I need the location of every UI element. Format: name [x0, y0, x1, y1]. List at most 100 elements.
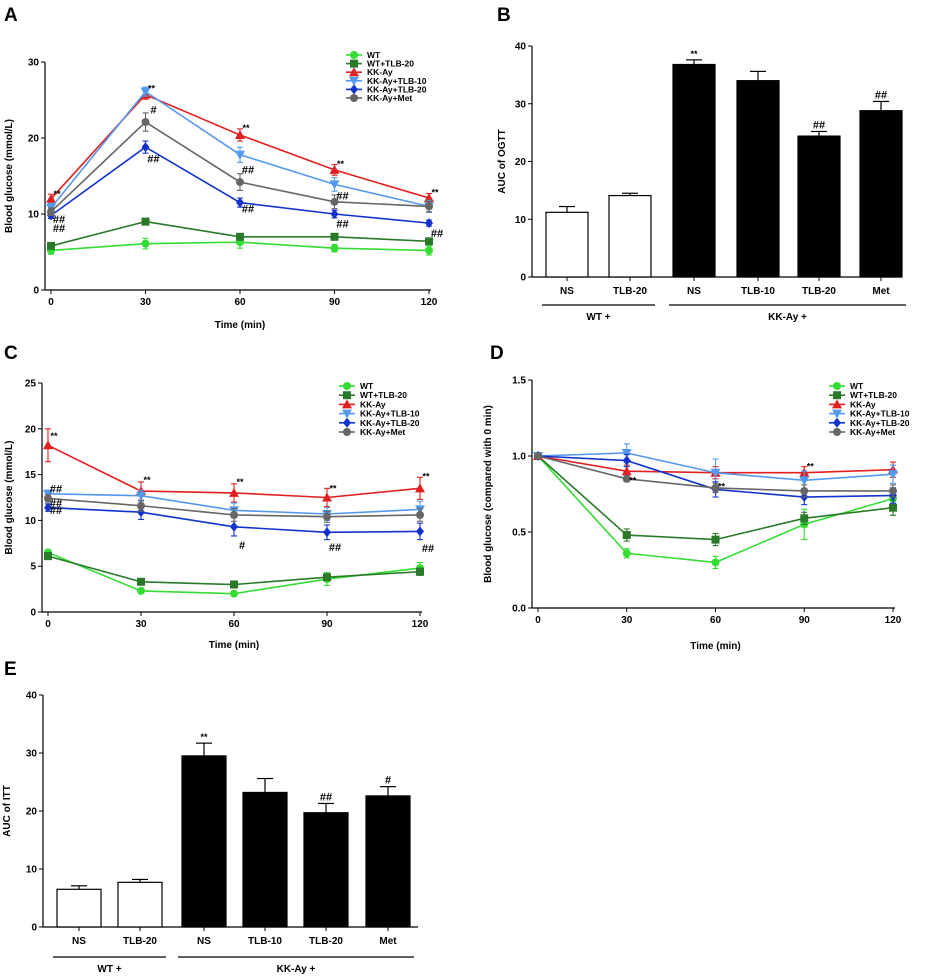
chart-a-y-tick-label: 20	[28, 134, 40, 145]
chart-a-significance-label: **	[242, 123, 250, 133]
chart-e-category-label: TLB-10	[248, 936, 282, 947]
chart-e-auc-itt: 0 10 20 30 40 AUC of ITT NS TLB-20 NS ** TLB-10 TLB…	[2, 691, 418, 975]
chart-c-series-wt	[44, 548, 424, 598]
chart-a-significance-label: ##	[53, 223, 65, 235]
chart-c-significance-label: **	[329, 483, 337, 493]
chart-e-group-label: KK-Ay +	[277, 964, 316, 975]
chart-a-point	[425, 246, 433, 255]
chart-c-legend-marker	[343, 428, 351, 436]
chart-d-point	[800, 486, 809, 495]
chart-a-x-tick-label: 0	[48, 297, 54, 308]
chart-d-y-tick-label: 0.5	[512, 528, 526, 539]
chart-c-x-tick-label: 0	[45, 619, 51, 630]
chart-c-legend: WTWT+TLB-20KK-AyKK-Ay+TLB-10KK-Ay+TLB-20…	[339, 381, 420, 437]
chart-e-y-tick-label: 10	[26, 865, 38, 876]
chart-a-point	[141, 118, 150, 127]
chart-e-group-label: WT +	[97, 964, 121, 975]
chart-a-significance-label: ##	[431, 228, 443, 240]
chart-a-point	[236, 178, 244, 187]
chart-c-legend-marker	[343, 382, 351, 390]
chart-a-x-tick-label: 30	[140, 297, 152, 308]
chart-b-bar-4	[736, 80, 780, 278]
chart-a-legend-label: KK-Ay+Met	[367, 93, 412, 103]
chart-d-point	[711, 535, 720, 544]
chart-a-point	[141, 217, 150, 226]
chart-b-category-label: NS	[687, 286, 701, 297]
chart-d-point	[711, 558, 720, 567]
chart-c-significance-label: **	[236, 477, 244, 487]
chart-c-x-tick-label: 120	[412, 619, 429, 630]
chart-a-point	[329, 180, 340, 190]
chart-a-x-axis-title: Time (min)	[215, 320, 265, 331]
chart-c-legend-marker	[342, 409, 352, 419]
chart-d-series-kk-ay-met	[534, 452, 897, 498]
chart-c-legend-label: KK-Ay	[360, 399, 386, 409]
panel-label-b: B	[497, 5, 511, 26]
chart-e-significance-label: #	[385, 775, 391, 787]
chart-a-point	[47, 241, 55, 250]
chart-c-significance-label: ##	[329, 542, 341, 554]
chart-d-legend-label: WT	[850, 381, 864, 391]
chart-c-point	[137, 501, 145, 510]
chart-e-significance-label: ##	[320, 791, 332, 803]
chart-c-legend-label: WT+TLB-20	[360, 390, 407, 400]
chart-c-point	[137, 577, 145, 586]
chart-d-point	[621, 448, 632, 458]
chart-b-bar-1	[545, 211, 589, 278]
chart-c-x-tick-label: 30	[135, 619, 147, 630]
chart-a-y-axis-title: Blood glucose (mmol/L)	[4, 119, 15, 233]
chart-a-series-kk-ay-tlb-20	[47, 140, 433, 229]
chart-d-y-tick-label: 1.0	[512, 452, 526, 463]
panel-label-e: E	[4, 659, 17, 680]
chart-a-point	[330, 197, 339, 206]
chart-c-y-axis-title: Blood glucose (mmol/L)	[4, 441, 15, 555]
chart-e-y-tick-label: 40	[26, 691, 38, 702]
chart-a-legend-label: WT	[367, 50, 381, 60]
chart-d-legend-label: KK-Ay+TLB-20	[850, 418, 910, 428]
chart-c-y-tick-label: 25	[25, 379, 37, 390]
chart-c-y-tick-label: 20	[25, 424, 37, 435]
chart-a-ogtt-glucose: 0 30 60 90 120 0 10 20 30 Time (min) Blood glucose…	[4, 50, 443, 331]
chart-c-point	[230, 521, 238, 532]
chart-a-significance-label: ##	[242, 165, 254, 177]
chart-d-legend-marker	[833, 428, 841, 436]
chart-a-point	[425, 237, 433, 246]
chart-c-series-line-wt-tlb-20	[47, 555, 421, 586]
chart-a-legend-label: WT+TLB-20	[367, 59, 414, 69]
chart-c-series-kk-ay-met	[44, 494, 424, 523]
chart-a-point	[46, 193, 56, 203]
chart-d-legend-marker	[833, 382, 841, 390]
chart-d-legend-marker	[833, 417, 841, 428]
chart-d-legend-label: KK-Ay+Met	[850, 427, 895, 437]
chart-a-point	[330, 209, 339, 219]
chart-a-legend-marker	[350, 59, 358, 68]
chart-c-legend-label: KK-Ay+TLB-20	[360, 418, 420, 428]
chart-c-significance-label: ##	[50, 483, 62, 495]
chart-c-point	[229, 487, 239, 497]
chart-e-bar-4	[242, 791, 288, 928]
chart-b-significance-label: ##	[875, 89, 887, 101]
chart-e-category-label: NS	[197, 936, 211, 947]
chart-c-significance-label: **	[50, 431, 58, 441]
chart-b-category-label: TLB-10	[741, 286, 775, 297]
chart-a-legend-marker	[350, 84, 358, 95]
chart-b-y-axis-title: AUC of OGTT	[497, 129, 508, 193]
chart-d-point	[711, 483, 720, 492]
chart-c-y-tick-label: 10	[25, 516, 37, 527]
chart-e-category-label: NS	[72, 936, 86, 947]
chart-d-x-axis-title: Time (min)	[690, 641, 740, 652]
chart-c-point	[137, 507, 145, 518]
chart-a-significance-label: #	[150, 105, 156, 117]
chart-d-legend-label: WT+TLB-20	[850, 390, 897, 400]
chart-d-point	[800, 514, 809, 523]
chart-b-group-label: WT +	[586, 312, 610, 323]
chart-a-point	[47, 207, 55, 216]
chart-c-legend-marker	[342, 399, 352, 409]
chart-d-legend-marker	[832, 409, 842, 419]
chart-a-point	[236, 197, 244, 208]
chart-d-point	[621, 466, 632, 476]
chart-c-series-wt-tlb-20	[44, 552, 424, 589]
chart-b-category-label: TLB-20	[802, 286, 836, 297]
chart-b-group-label: KK-Ay +	[768, 312, 807, 323]
chart-c-y-tick-label: 5	[30, 562, 36, 573]
